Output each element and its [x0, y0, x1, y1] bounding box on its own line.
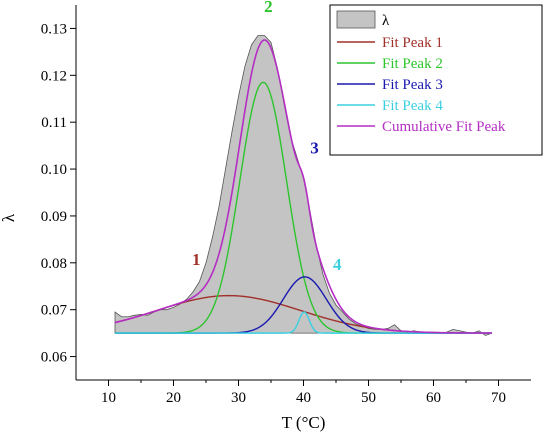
legend: λ Fit Peak 1 Fit Peak 2 Fit Peak 3 Fit Peak … [329, 4, 543, 156]
x-tick-label: 10 [101, 390, 116, 406]
x-tick-label: 70 [491, 390, 506, 406]
legend-label-fit-peak-1: Fit Peak 1 [382, 35, 443, 51]
cumulative-fit-line [114, 39, 493, 334]
y-axis-label: λ [0, 213, 18, 222]
legend-label-fit-peak-3: Fit Peak 3 [382, 77, 443, 93]
plot-area [114, 35, 493, 336]
y-tick-label: 0.12 [41, 68, 67, 84]
peak-label-4: 4 [333, 255, 342, 274]
y-tick-label: 0.13 [41, 21, 67, 37]
y-tick-label: 0.10 [41, 162, 67, 178]
legend-box [329, 4, 543, 156]
legend-label-fit-peak-2: Fit Peak 2 [382, 56, 443, 72]
x-tick-label: 40 [296, 390, 311, 406]
peak-label-3: 3 [310, 139, 319, 158]
x-tick-label: 50 [361, 390, 376, 406]
legend-label-data: λ [382, 13, 390, 29]
y-tick-label: 0.06 [41, 350, 68, 366]
peak-label-1: 1 [192, 250, 201, 269]
legend-swatch-data [336, 10, 376, 29]
legend-label-fit-peak-4: Fit Peak 4 [382, 98, 443, 114]
y-tick-label: 0.08 [41, 256, 67, 272]
peak-labels: 1 2 3 4 [192, 0, 342, 274]
x-tick-label: 30 [231, 390, 246, 406]
axes: 10 20 30 40 50 60 70 0.06 0.07 0.08 0.09 0.10 0.11 0.… [0, 5, 531, 432]
y-tick-label: 0.11 [41, 115, 67, 131]
peak-label-2: 2 [264, 0, 273, 16]
x-tick-label: 60 [426, 390, 441, 406]
x-axis-label: T (°C) [282, 413, 326, 432]
y-tick-label: 0.09 [41, 209, 67, 225]
y-tick-label: 0.07 [41, 303, 68, 319]
x-tick-label: 20 [166, 390, 181, 406]
legend-label-cumulative: Cumulative Fit Peak [382, 119, 506, 135]
